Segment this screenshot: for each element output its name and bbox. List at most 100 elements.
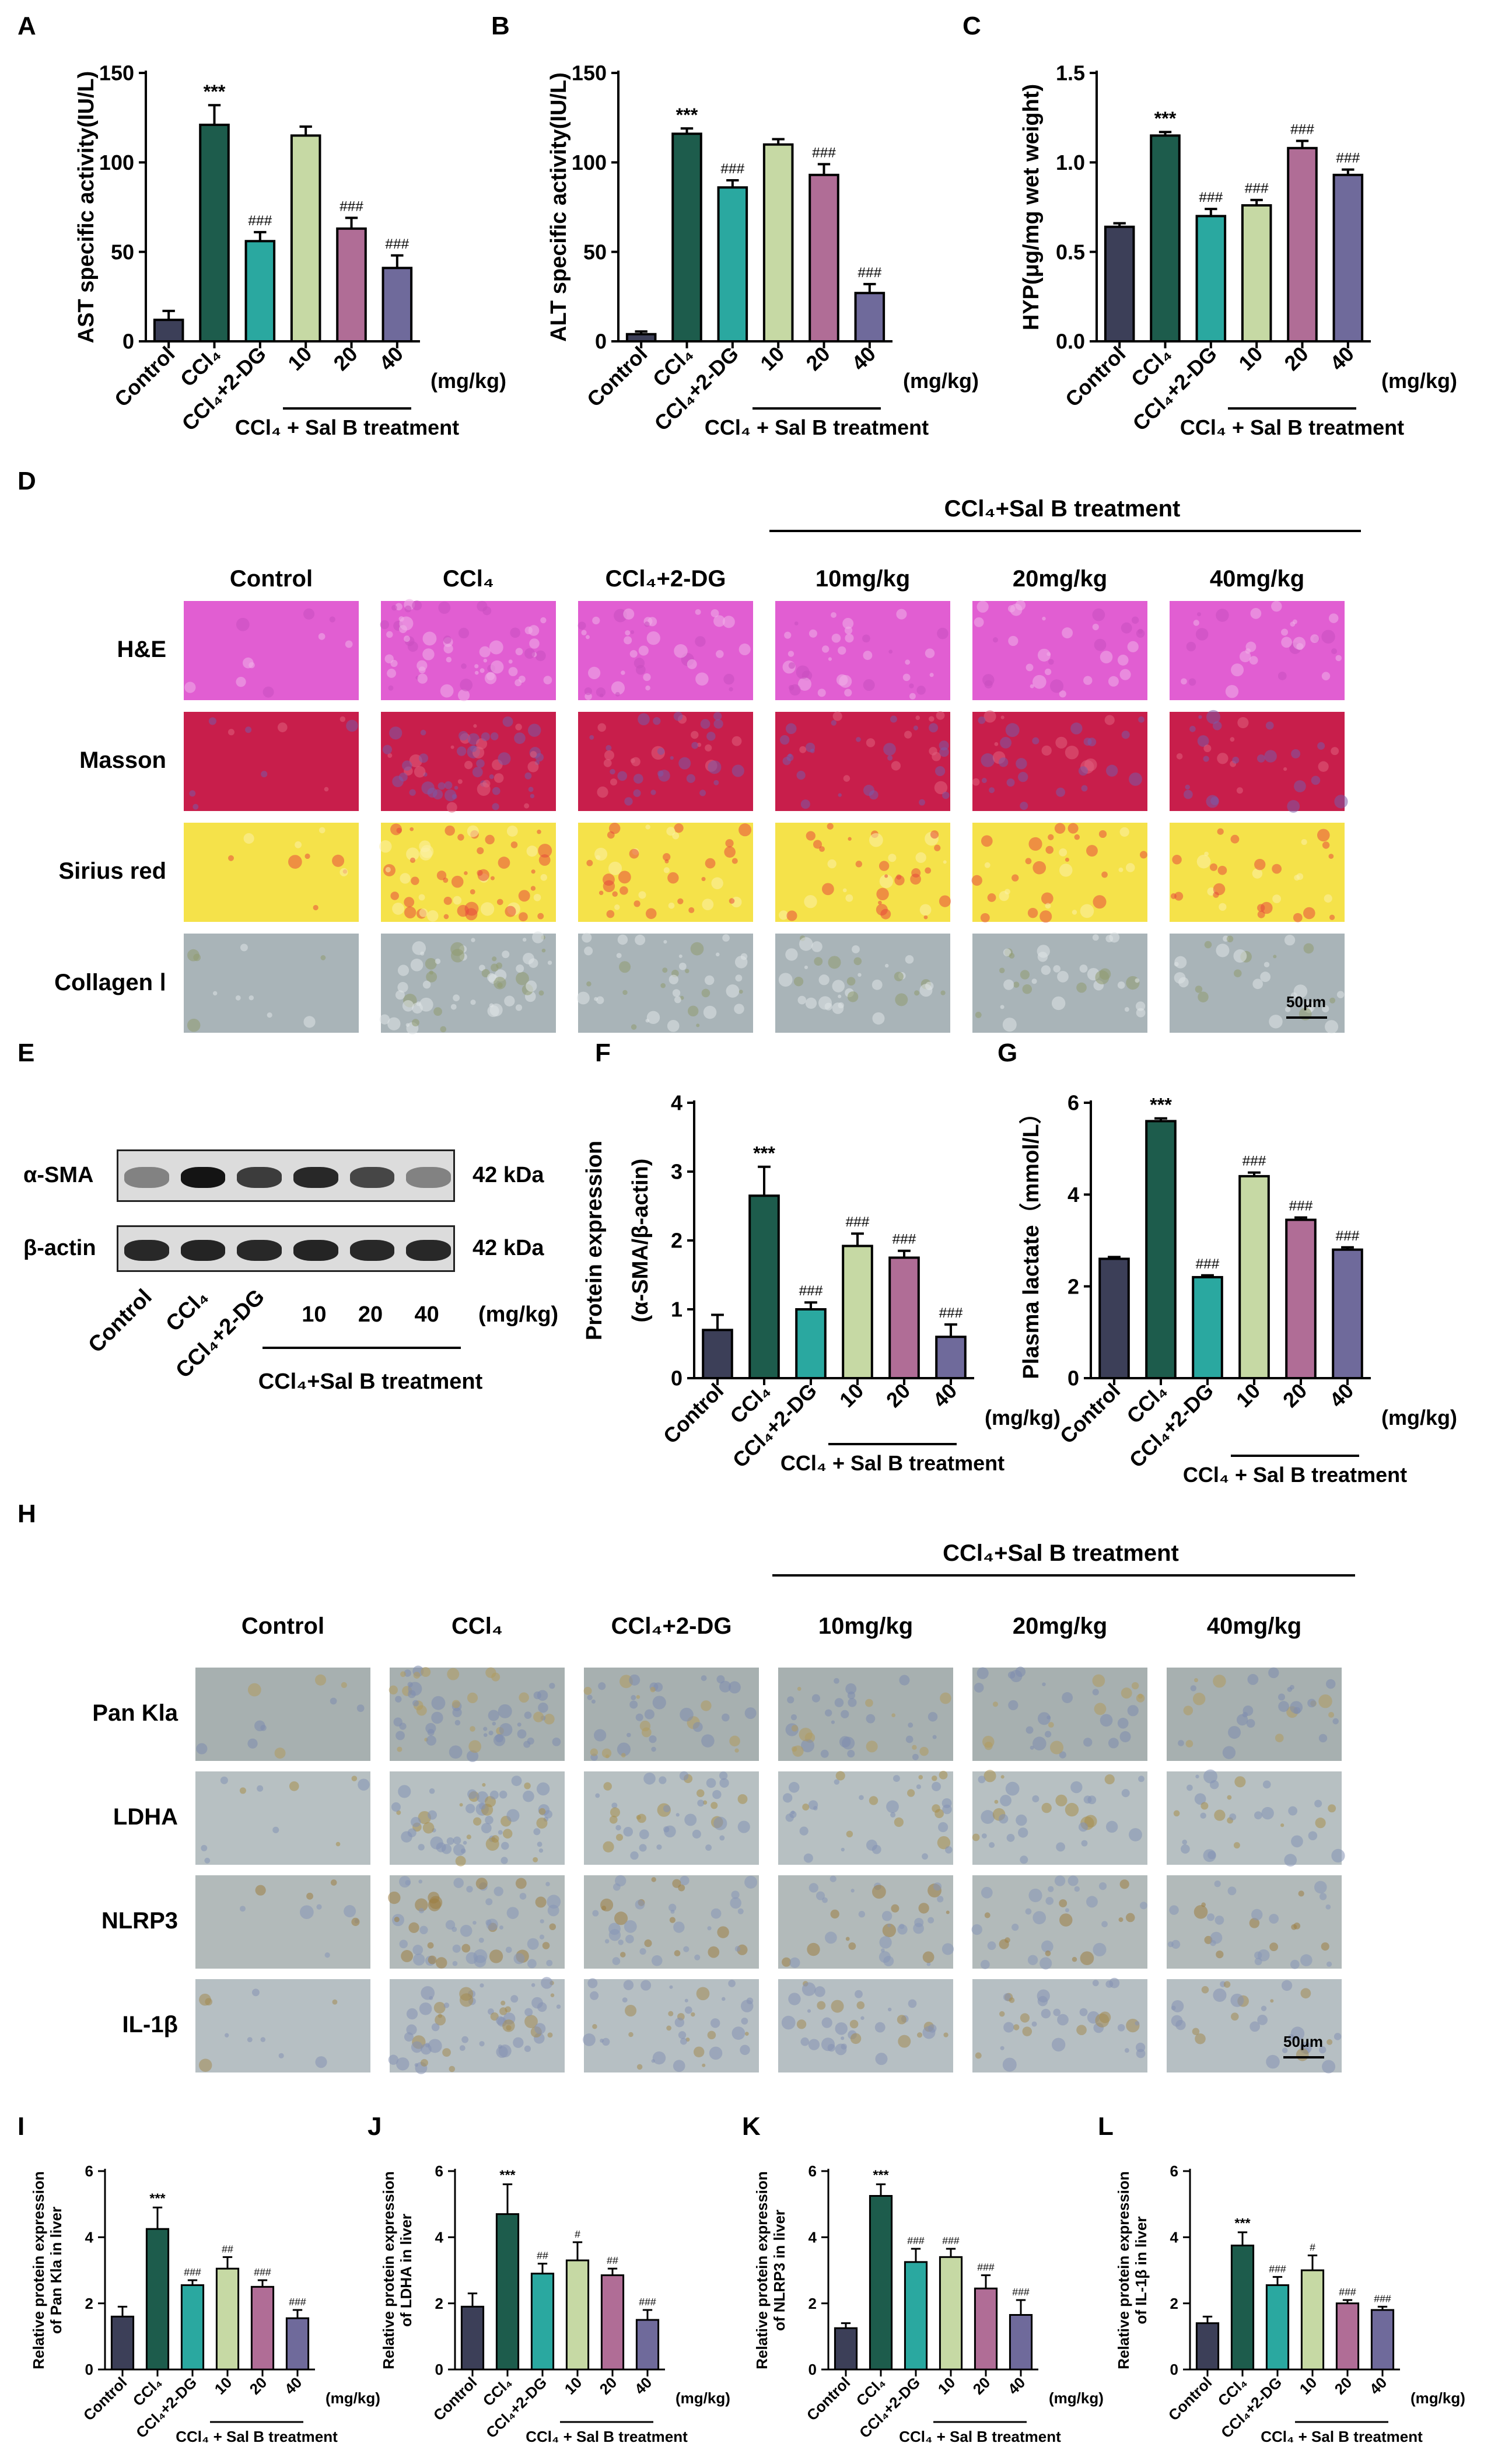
tissue-speck <box>346 719 358 732</box>
tissue-speck <box>621 1753 626 1758</box>
d-scale-bar <box>1286 1016 1327 1019</box>
tissue-speck <box>272 1826 279 1833</box>
bar <box>1285 1218 1317 1380</box>
bar <box>336 227 367 342</box>
tissue-speck <box>666 827 676 836</box>
tissue-speck <box>618 1939 624 1945</box>
tissue-speck <box>451 875 464 888</box>
tissue-speck <box>981 1886 993 1899</box>
tissue-speck <box>513 2037 524 2048</box>
tissue-speck <box>411 1019 419 1027</box>
tissue-speck <box>719 1778 729 1788</box>
y-tick-label: 0 <box>435 2361 443 2378</box>
tissue-speck <box>397 964 410 976</box>
tissue-speck <box>332 1999 338 2005</box>
tissue-speck <box>596 687 606 697</box>
tissue-speck <box>1322 2060 1336 2074</box>
tissue-speck <box>669 1985 673 1989</box>
tissue-speck <box>1318 1733 1328 1743</box>
tissue-speck <box>942 791 950 799</box>
tissue-speck <box>943 860 947 864</box>
tissue-speck <box>1006 1833 1015 1842</box>
tissue-speck <box>624 636 632 645</box>
tissue-speck <box>789 1957 800 1968</box>
tissue-speck <box>608 1929 621 1941</box>
tissue-speck <box>538 844 552 858</box>
tissue-speck <box>1121 731 1130 739</box>
tissue-speck <box>667 1019 680 1032</box>
tissue-speck <box>918 1903 929 1914</box>
tissue-speck <box>410 827 414 831</box>
tissue-speck <box>510 841 518 848</box>
d-column-title: 10mg/kg <box>815 566 911 592</box>
tissue-speck <box>1078 766 1088 776</box>
tissue-speck <box>896 609 907 620</box>
wb-size-label: 42 kDa <box>473 1163 544 1187</box>
tissue-speck <box>678 954 682 958</box>
tissue-speck <box>984 1912 991 1918</box>
h-scale-text: 50μm <box>1283 2033 1323 2050</box>
tissue-speck <box>515 1878 527 1889</box>
tissue-speck <box>447 1668 460 1680</box>
tissue-speck <box>527 1737 534 1745</box>
tissue-speck <box>863 785 874 796</box>
tissue-speck <box>902 673 911 681</box>
h-tile <box>195 1979 370 2072</box>
tissue-speck <box>1261 2005 1267 2011</box>
tissue-speck <box>711 877 723 890</box>
tissue-speck <box>929 716 935 722</box>
tissue-speck <box>1131 616 1139 624</box>
tissue-speck <box>629 848 639 859</box>
tissue-speck <box>398 1785 411 1798</box>
tissue-speck <box>480 668 485 673</box>
tissue-speck <box>1249 656 1258 665</box>
tissue-speck <box>680 1707 694 1722</box>
significance-label: ### <box>858 265 881 281</box>
tissue-speck <box>1195 628 1209 641</box>
tissue-speck <box>426 971 438 983</box>
tissue-speck <box>532 931 544 943</box>
tissue-speck <box>784 631 792 639</box>
tissue-speck <box>1173 1810 1180 1817</box>
tissue-speck <box>677 898 684 904</box>
tissue-speck <box>431 1711 443 1724</box>
tissue-speck <box>628 2032 634 2037</box>
tissue-speck <box>609 1815 618 1824</box>
tissue-speck <box>1044 668 1052 676</box>
tissue-speck <box>834 1779 840 1785</box>
tissue-speck <box>517 1729 527 1739</box>
tissue-speck <box>1009 1997 1015 2003</box>
tissue-speck <box>1086 1896 1098 1908</box>
h-tile <box>195 1668 370 1761</box>
tissue-speck <box>1105 764 1118 777</box>
tissue-speck <box>1204 941 1212 949</box>
tissue-speck <box>518 890 530 902</box>
tissue-speck <box>1335 655 1342 662</box>
tissue-speck <box>459 2045 466 2051</box>
tissue-speck <box>670 1909 675 1914</box>
tissue-speck <box>1176 753 1183 760</box>
tissue-speck <box>712 1790 722 1799</box>
tissue-speck <box>1325 1679 1336 1689</box>
tissue-speck <box>808 2039 820 2050</box>
tissue-speck <box>974 617 984 627</box>
tissue-speck <box>847 991 859 1002</box>
tissue-speck <box>916 2032 923 2038</box>
tissue-speck <box>683 1946 690 1952</box>
tissue-speck <box>1236 1714 1248 1726</box>
tissue-speck <box>842 618 854 629</box>
tissue-speck <box>1055 736 1068 749</box>
category-label: 10 <box>835 1379 868 1412</box>
y-axis-label: ALT specific activity(IU/L) <box>547 72 571 342</box>
tissue-speck <box>318 827 326 834</box>
category-label: 10 <box>935 2374 959 2398</box>
tissue-speck <box>506 1907 519 1919</box>
h-row-label: IL-1β <box>122 2012 178 2037</box>
tissue-speck <box>483 658 488 663</box>
tissue-speck <box>477 869 483 876</box>
tissue-speck <box>490 660 504 674</box>
tissue-speck <box>822 883 834 896</box>
tissue-speck <box>1294 780 1306 792</box>
tissue-speck <box>620 886 628 895</box>
tissue-speck <box>1059 864 1073 877</box>
